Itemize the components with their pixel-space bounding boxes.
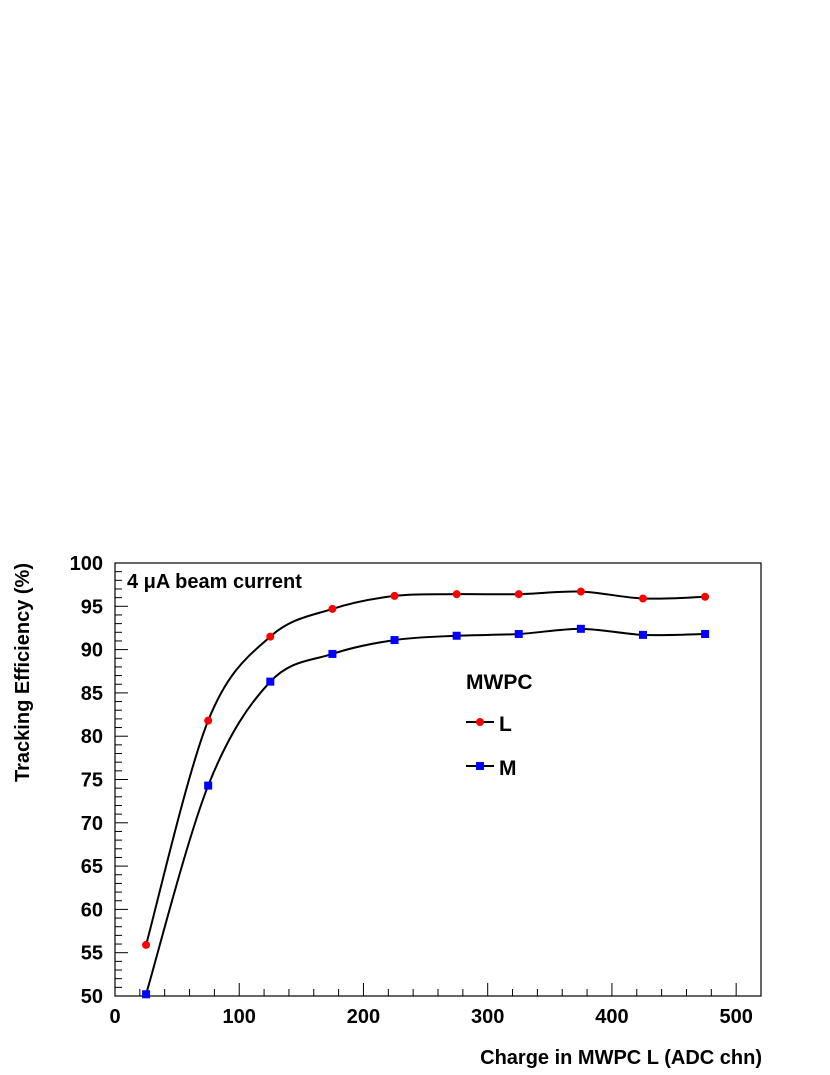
y-tick-label: 55 (81, 943, 103, 965)
data-point-L (638, 594, 647, 603)
x-tick-labels: 0 100 200 300 400 500 (109, 1006, 752, 1028)
x-tick-label: 400 (595, 1006, 628, 1028)
data-point-M (701, 630, 710, 639)
data-point-M (204, 781, 213, 790)
data-point-M (328, 649, 337, 658)
data-point-L (142, 940, 151, 949)
data-point-M (514, 630, 523, 639)
series-line-M (145, 627, 706, 995)
y-tick-labels: 50 55 60 65 70 75 80 85 90 95 100 (70, 553, 103, 1008)
legend: MWPC L M (466, 671, 533, 780)
plot-frame (114, 562, 762, 997)
series-markers (142, 587, 710, 999)
legend-title: MWPC (466, 671, 533, 694)
y-tick-label: 70 (81, 813, 103, 835)
y-tick-label: 65 (81, 856, 103, 878)
data-point-L (266, 632, 275, 641)
axis-ticks (114, 562, 762, 997)
y-axis-label: Tracking Efficiency (%) (12, 563, 34, 782)
legend-label-M: M (499, 757, 517, 780)
legend-marker-M (476, 762, 484, 770)
x-tick-label: 300 (471, 1006, 504, 1028)
data-point-L (514, 590, 523, 599)
y-tick-label: 50 (81, 986, 103, 1008)
y-tick-label: 60 (81, 899, 103, 921)
series-line-L (145, 590, 706, 946)
y-tick-label: 85 (81, 683, 103, 705)
x-tick-label: 0 (109, 1006, 120, 1028)
data-point-M (576, 624, 585, 633)
x-tick-label: 100 (223, 1006, 256, 1028)
y-tick-label: 95 (81, 596, 103, 618)
x-axis-label: Charge in MWPC L (ADC chn) (480, 1047, 762, 1069)
data-point-L (701, 592, 710, 601)
y-tick-label: 100 (70, 553, 103, 575)
y-tick-label: 80 (81, 726, 103, 748)
data-point-L (390, 591, 399, 600)
data-point-L (576, 587, 585, 596)
data-point-M (142, 990, 151, 999)
series-curves (145, 590, 706, 995)
legend-label-L: L (499, 713, 512, 736)
x-tick-label: 200 (347, 1006, 380, 1028)
data-point-M (390, 636, 399, 645)
data-point-M (638, 630, 647, 639)
data-point-L (328, 604, 337, 613)
data-point-L (204, 716, 213, 725)
y-tick-label: 75 (81, 770, 103, 792)
data-point-M (266, 677, 275, 686)
x-tick-label: 500 (719, 1006, 752, 1028)
y-tick-label: 90 (81, 640, 103, 662)
data-point-L (452, 590, 461, 599)
legend-marker-L (476, 718, 484, 726)
data-point-M (452, 631, 461, 640)
beam-current-annotation: 4 μA beam current (127, 571, 302, 593)
